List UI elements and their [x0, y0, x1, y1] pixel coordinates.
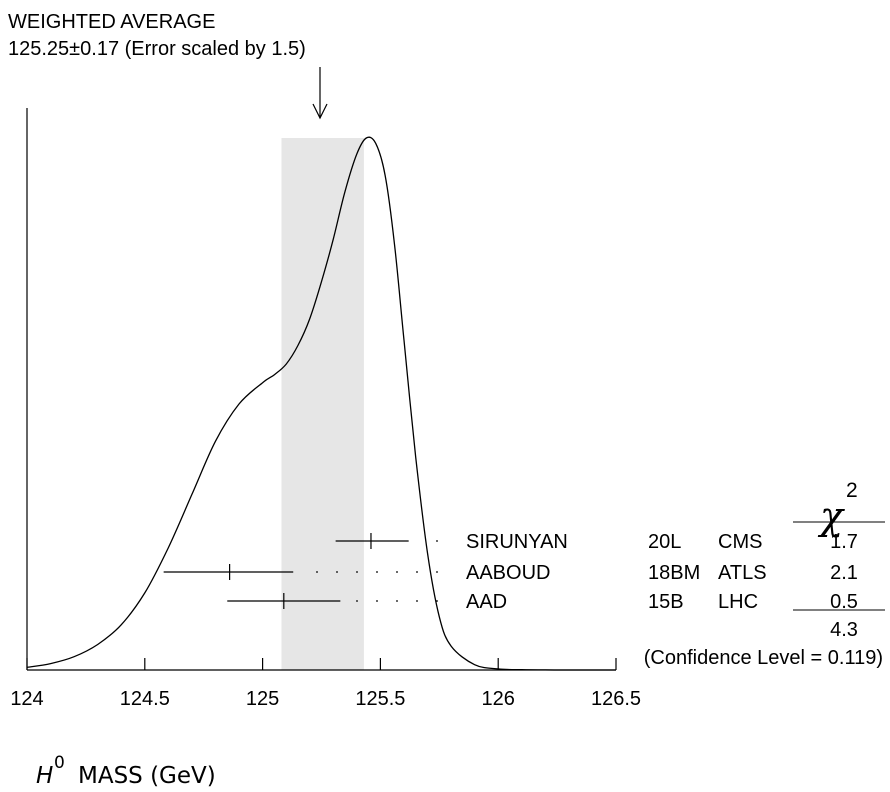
- average-error-band: [281, 138, 364, 670]
- chi2-symbol: χ: [817, 494, 845, 538]
- leader-dot: [376, 571, 378, 573]
- measurement-author: SIRUNYAN: [466, 531, 568, 553]
- x-axis-label: H 0 MASS (GeV): [36, 753, 216, 789]
- leader-dot: [436, 540, 438, 542]
- chi2-total: 4.3: [830, 619, 858, 641]
- leader-dot: [356, 600, 358, 602]
- measurement-author: AAD: [466, 591, 507, 613]
- measurement-chi2: 0.5: [830, 591, 858, 613]
- x-tick-label: 126.5: [591, 688, 641, 710]
- leader-dot: [376, 600, 378, 602]
- measurement-row: AAD 15B LHC 0.5: [227, 591, 858, 613]
- x-tick-labels: 124 124.5 125 125.5 126 126.5: [10, 688, 641, 710]
- x-axis-text: MASS (GeV): [78, 763, 216, 789]
- measurement-ref: 20L: [648, 531, 681, 553]
- measurement-experiment: CMS: [718, 531, 762, 553]
- leader-dot: [416, 571, 418, 573]
- measurement-ref: 18BM: [648, 562, 700, 584]
- header-line2: 125.25±0.17 (Error scaled by 1.5): [8, 38, 306, 60]
- leader-dot: [336, 571, 338, 573]
- leader-dot: [396, 600, 398, 602]
- leader-dot: [436, 571, 438, 573]
- leader-dot: [356, 571, 358, 573]
- average-arrow: [312, 67, 328, 120]
- measurement-row: SIRUNYAN 20L CMS 1.7: [335, 531, 858, 553]
- x-axis-superscript: 0: [54, 753, 65, 773]
- measurement-chi2: 2.1: [830, 562, 858, 584]
- x-tick-label: 126: [482, 688, 515, 710]
- x-tick-label: 125.5: [355, 688, 405, 710]
- x-ticks: [26, 658, 617, 670]
- measurement-ref: 15B: [648, 591, 684, 613]
- leader-dot: [316, 571, 318, 573]
- measurement-chi2: 1.7: [830, 531, 858, 553]
- chi2-superscript: 2: [846, 479, 858, 502]
- measurement-row: AABOUD 18BM ATLS 2.1: [163, 562, 858, 584]
- x-tick-label: 124.5: [120, 688, 170, 710]
- measurement-experiment: LHC: [718, 591, 758, 613]
- confidence-level: (Confidence Level = 0.119): [644, 647, 883, 669]
- x-axis-symbol: H: [36, 763, 53, 789]
- ideogram-curve: [26, 136, 616, 671]
- x-tick-label: 124: [10, 688, 43, 710]
- measurements: SIRUNYAN 20L CMS 1.7 AABOUD 18BM ATLS 2.1 AAD 15B…: [163, 531, 858, 613]
- x-tick-label: 125: [246, 688, 279, 710]
- leader-dot: [416, 600, 418, 602]
- leader-dot: [396, 571, 398, 573]
- chi2-header: χ 2: [817, 479, 858, 538]
- leader-dot: [436, 600, 438, 602]
- header-line1: WEIGHTED AVERAGE: [8, 11, 215, 33]
- measurement-experiment: ATLS: [718, 562, 767, 584]
- measurement-author: AABOUD: [466, 562, 550, 584]
